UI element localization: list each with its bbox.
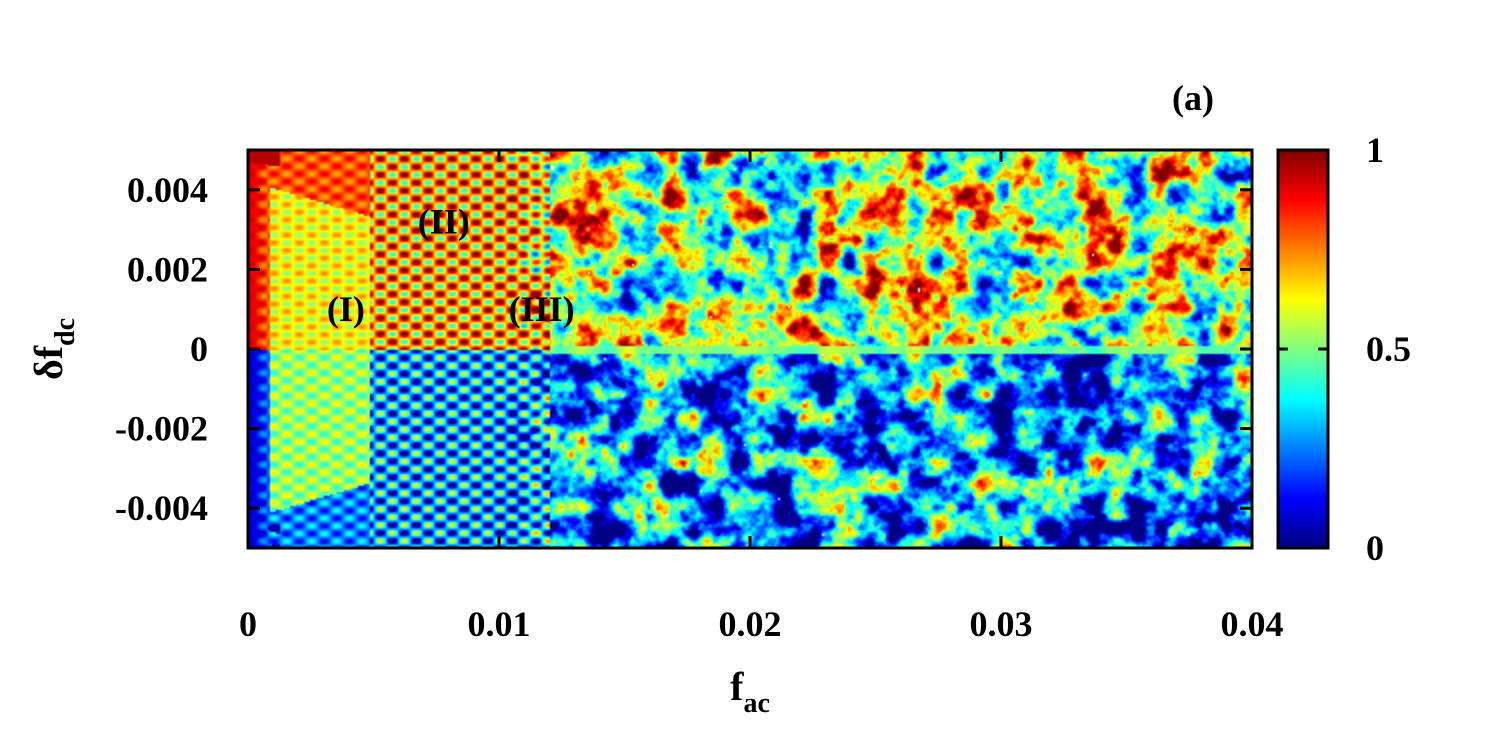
colorbar-tick-label: 0: [1366, 528, 1384, 568]
heatmap-image: [248, 150, 1252, 548]
y-axis-ticks: 0.004 0.002 0 -0.002 -0.004: [115, 170, 1252, 528]
x-tick-label: 0.02: [719, 604, 782, 644]
y-tick-label: 0.004: [127, 170, 208, 210]
y-axis-label: δfdc: [26, 318, 81, 380]
y-axis-label-base: δf: [26, 345, 71, 380]
colorbar-tick-label: 0.5: [1366, 329, 1411, 369]
region-label: (I): [327, 289, 365, 329]
y-tick-label: -0.004: [115, 488, 208, 528]
colorbar-tick-label: 1: [1366, 130, 1384, 170]
x-axis-label: fac: [730, 664, 770, 719]
panel-label: (a): [1172, 78, 1214, 118]
x-axis-ticks: 0 0.01 0.02 0.03 0.04: [239, 150, 1284, 644]
x-tick-label: 0: [239, 604, 257, 644]
x-axis-label-sub: ac: [743, 688, 769, 719]
colorbar-ticks: 10.50: [1278, 130, 1411, 568]
y-tick-label: 0.002: [127, 249, 208, 289]
heatmap-area: [248, 150, 1252, 548]
x-tick-label: 0.03: [970, 604, 1033, 644]
y-axis-label-sub: dc: [50, 318, 81, 346]
x-tick-label: 0.01: [468, 604, 531, 644]
x-axis-label-base: f: [730, 664, 744, 709]
y-tick-label: -0.002: [115, 409, 208, 449]
region-label: (II): [418, 202, 470, 242]
region-label: (III): [509, 289, 575, 329]
x-tick-label: 0.04: [1221, 604, 1284, 644]
region-labels: (I) (II) (III): [327, 202, 575, 330]
y-tick-label: 0: [190, 329, 208, 369]
